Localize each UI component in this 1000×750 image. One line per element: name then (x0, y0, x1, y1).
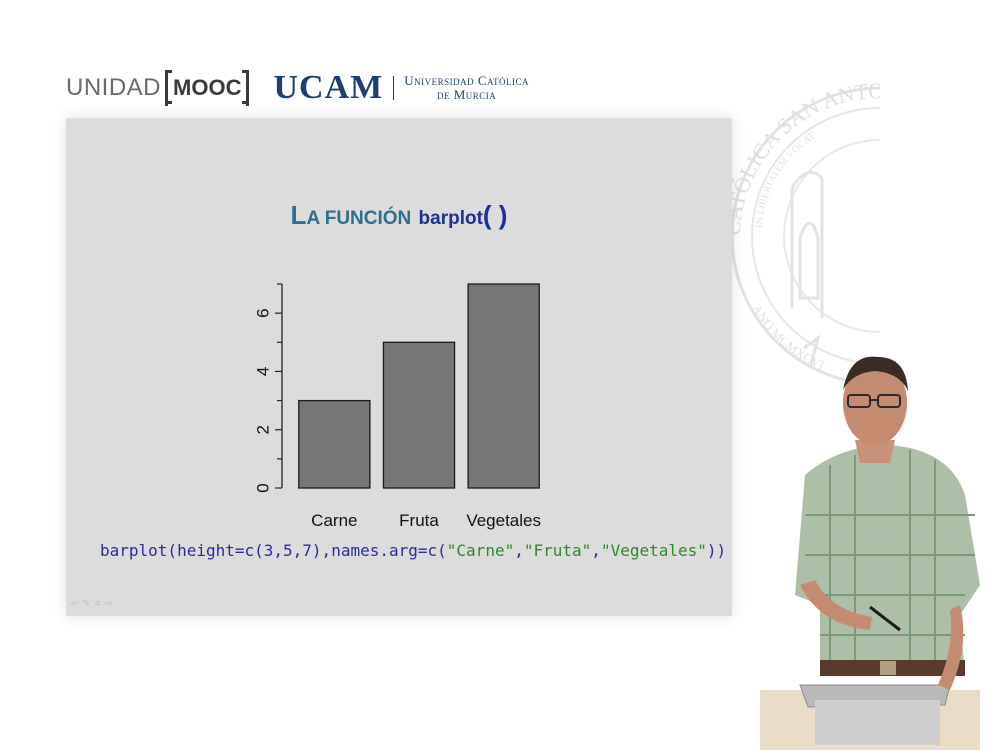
presenter-figure (760, 356, 980, 750)
code-string-vegetales: "Vegetales" (600, 541, 707, 560)
university-name: Universidad Católica de Murcia (404, 74, 529, 102)
y-axis: 0 2 4 6 (253, 283, 283, 493)
y-tick-label: 2 (253, 425, 272, 434)
svg-text:CATÓLICA SAN ANTONIO: CATÓLICA SAN ANTONIO (722, 78, 880, 236)
bar-chart: 0 2 4 6 Carne Fruta Vegetales (253, 283, 541, 530)
code-prefix: barplot(height=c(3,5,7),names.arg=c( (100, 541, 447, 560)
code-comma-2: , (591, 541, 601, 560)
university-name-line1: Universidad Católica (404, 73, 530, 88)
unidad-label: UNIDAD (66, 74, 162, 101)
title-initial: L (290, 200, 307, 230)
bar-vegetales (467, 283, 540, 489)
brand-divider (393, 76, 395, 100)
code-comma-1: , (514, 541, 524, 560)
title-function-name: barplot (418, 208, 483, 229)
x-label-fruta: Fruta (399, 511, 439, 530)
bar-fruta (382, 341, 456, 489)
code-string-fruta: "Fruta" (523, 541, 592, 560)
y-tick-label: 0 (253, 483, 272, 492)
x-label-carne: Carne (311, 511, 357, 530)
menu-icon[interactable]: ≡ (95, 598, 101, 608)
y-tick-label: 4 (253, 367, 272, 376)
code-suffix: )) (706, 541, 727, 560)
y-tick-label: 6 (253, 308, 272, 317)
x-labels-group: Carne Fruta Vegetales (311, 511, 541, 530)
pen-icon[interactable]: ✎ (82, 598, 91, 608)
prev-slide-icon[interactable]: ⇦ (70, 598, 78, 608)
header-branding: UNIDAD MOOC UCAM Universidad Católica de… (66, 66, 529, 110)
title-parens: ( ) (482, 200, 508, 230)
seal-top-text: CATÓLICA SAN ANTONIO (722, 78, 880, 236)
university-name-line2: de Murcia (436, 87, 497, 102)
code-line: barplot(height=c(3,5,7),names.arg=c("Car… (100, 541, 726, 560)
title-text: A FUNCIÓN (306, 208, 412, 229)
slide-nav-controls: ⇦ ✎ ≡ ⇨ (70, 598, 113, 609)
slide-panel: LA FUNCIÓN barplot( ) 0 2 4 6 Carne Fruta Veg… (66, 118, 732, 616)
mooc-logo: MOOC (165, 70, 250, 106)
bar-carne (298, 399, 371, 489)
university-seal-watermark: CATÓLICA SAN ANTONIO IN LIBERTATEM VOCAT… (722, 78, 880, 386)
code-string-carne: "Carne" (446, 541, 515, 560)
ucam-logo: UCAM (273, 69, 384, 106)
bars-group (298, 283, 540, 489)
next-slide-icon[interactable]: ⇨ (105, 598, 113, 608)
slide-title: LA FUNCIÓN barplot( ) (66, 200, 732, 231)
x-label-vegetales: Vegetales (466, 511, 541, 530)
